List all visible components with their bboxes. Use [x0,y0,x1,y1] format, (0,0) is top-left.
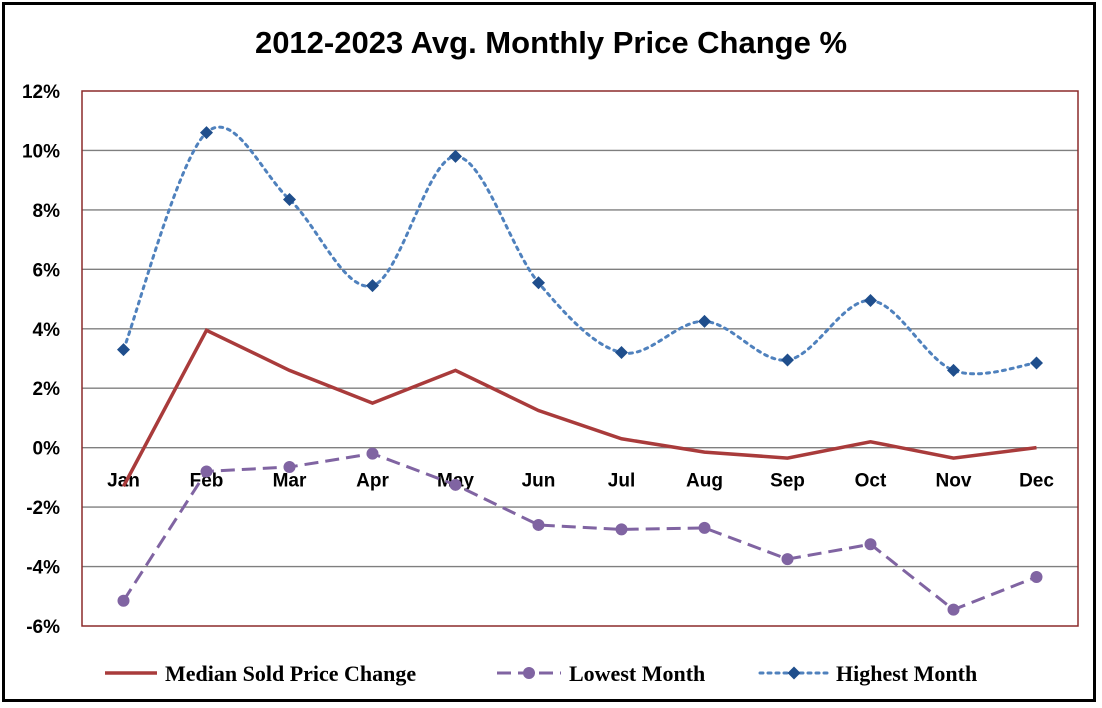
data-point [864,294,877,308]
series-line [122,125,1038,376]
data-point [117,594,130,607]
data-point [781,553,794,566]
y-tick-label: 2% [33,379,61,400]
series-line [122,452,1038,612]
y-tick-label: -2% [26,498,60,519]
data-point [615,346,628,360]
y-tick-label: -4% [26,558,60,579]
data-point [698,314,711,328]
legend-item: Lowest Month [497,661,705,686]
x-tick-label: Mar [273,471,307,492]
data-point [947,603,960,616]
x-tick-label: Dec [1019,471,1054,492]
x-tick-label: Sep [770,471,805,492]
x-tick-label: Oct [855,471,887,492]
data-point [200,465,213,478]
series-3 [117,125,1043,377]
legend-item: Median Sold Price Change [105,661,416,686]
data-point [864,538,877,551]
y-tick-label: 12% [22,82,60,103]
y-tick-label: 10% [22,141,60,162]
data-point [449,149,462,163]
y-tick-label: 4% [33,320,61,341]
series-line [121,327,1037,488]
y-tick-label: 8% [33,201,61,222]
series-1 [121,327,1037,488]
data-point [283,192,296,206]
data-point [283,460,296,473]
data-point [200,126,213,140]
legend-label: Highest Month [836,661,977,686]
x-tick-label: Aug [686,471,723,492]
y-axis-ticks: 12% 10% 8% 6% 4% 2% 0% -2% -4% -6% [22,82,60,638]
plot-area-border [81,90,1079,627]
x-axis-ticks: JanFebMarAprMayJunJulAugSepOctNovDec [107,471,1054,492]
legend-marker [523,667,535,679]
data-point [1030,356,1043,370]
y-tick-label: -6% [26,617,60,638]
data-point [947,363,960,377]
data-point [117,343,130,357]
series-lines [117,125,1043,616]
chart-title: 2012-2023 Avg. Monthly Price Change % [255,25,847,60]
legend-label: Median Sold Price Change [165,661,416,686]
data-point [366,447,379,460]
x-tick-label: Jul [608,471,635,492]
y-tick-label: 0% [33,439,61,460]
legend-marker [787,666,801,680]
data-point [532,276,545,290]
legend-label: Lowest Month [569,661,705,686]
y-tick-label: 6% [33,260,61,281]
x-tick-label: Jun [522,471,556,492]
data-point [615,523,628,536]
legend-item: Highest Month [758,661,977,686]
legend: Median Sold Price Change Lowest Month High… [105,661,977,686]
data-point [1030,570,1043,583]
gridlines [82,149,1078,568]
data-point [366,279,379,293]
x-tick-label: Apr [356,471,389,492]
data-point [532,518,545,531]
data-point [698,521,711,534]
data-point [449,478,462,491]
x-tick-label: Jan [107,471,140,492]
x-tick-label: Nov [936,471,972,492]
data-point [781,353,794,367]
series-2 [117,447,1043,616]
